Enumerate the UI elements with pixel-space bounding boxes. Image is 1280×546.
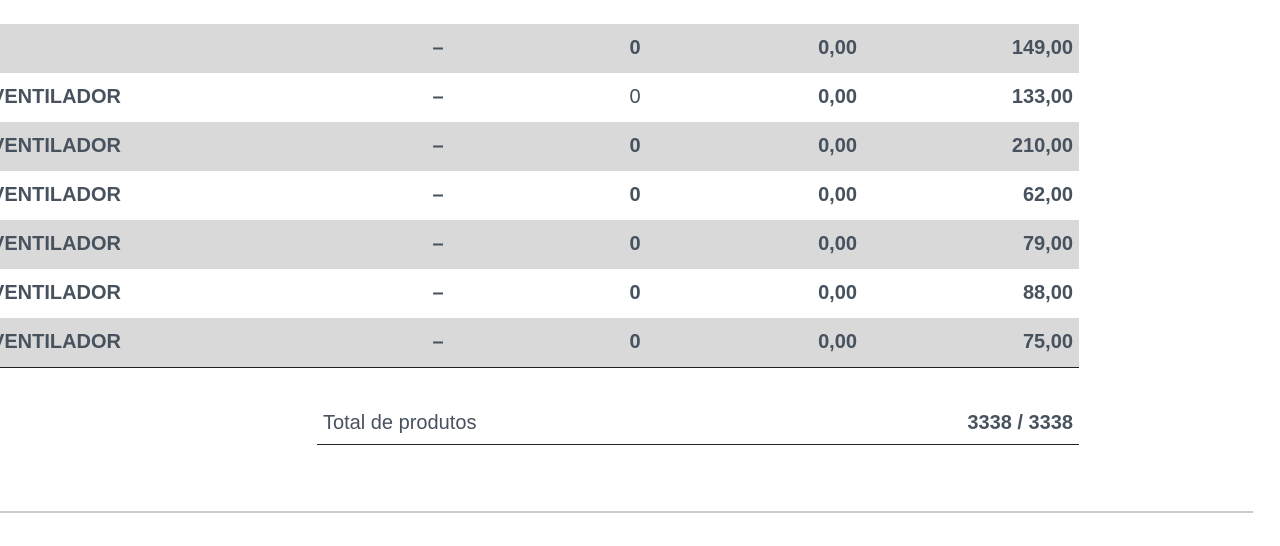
name-cell: VENTILADOR <box>0 184 121 206</box>
total-row: Total de produtos 3338 / 3338 <box>317 404 1079 445</box>
table-row: VENTILADOR – 0 0,00 133,00 <box>0 73 1079 122</box>
price-cell: 88,00 <box>1022 282 1073 304</box>
name-cell: VENTILADOR <box>0 331 121 353</box>
price-cell: 62,00 <box>1022 184 1073 206</box>
name-cell: VENTILADOR <box>0 282 121 304</box>
dash-cell: – <box>432 37 444 59</box>
disc-cell: 0,00 <box>818 282 857 304</box>
qty-cell: 0 <box>629 86 641 108</box>
total-label: Total de produtos <box>323 412 477 434</box>
table-row: VENTILADOR – 0 0,00 88,00 <box>0 269 1079 318</box>
table-row: – 0 0,00 149,00 <box>0 24 1079 73</box>
disc-cell: 0,00 <box>818 37 857 59</box>
disc-cell: 0,00 <box>818 233 857 255</box>
disc-cell: 0,00 <box>818 331 857 353</box>
qty-cell: 0 <box>629 331 641 353</box>
dash-cell: – <box>432 282 444 304</box>
dash-cell: – <box>432 331 444 353</box>
dash-cell: – <box>432 233 444 255</box>
table-row: VENTILADOR – 0 0,00 79,00 <box>0 220 1079 269</box>
table-row: VENTILADOR – 0 0,00 75,00 <box>0 318 1079 367</box>
qty-cell: 0 <box>629 135 641 157</box>
divider <box>0 511 1253 513</box>
price-cell: 75,00 <box>1022 331 1073 353</box>
name-cell: VENTILADOR <box>0 233 121 255</box>
name-cell: VENTILADOR <box>0 135 121 157</box>
name-cell: VENTILADOR <box>0 86 121 108</box>
price-cell: 210,00 <box>1011 135 1073 157</box>
total-value: 3338 / 3338 <box>967 412 1073 434</box>
price-cell: 149,00 <box>1011 37 1073 59</box>
disc-cell: 0,00 <box>818 184 857 206</box>
table-row: VENTILADOR – 0 0,00 210,00 <box>0 122 1079 171</box>
qty-cell: 0 <box>629 233 641 255</box>
price-cell: 133,00 <box>1011 86 1073 108</box>
dash-cell: – <box>432 184 444 206</box>
disc-cell: 0,00 <box>818 86 857 108</box>
price-cell: 79,00 <box>1022 233 1073 255</box>
qty-cell: 0 <box>629 282 641 304</box>
dash-cell: – <box>432 135 444 157</box>
disc-cell: 0,00 <box>818 135 857 157</box>
qty-cell: 0 <box>629 184 641 206</box>
product-table: –0 0,00 149,00 VENTILADOR –0 0,00 133,00 VENTIL… <box>0 24 1079 368</box>
qty-cell: 0 <box>629 37 641 59</box>
dash-cell: – <box>432 86 444 108</box>
table-row: VENTILADOR – 0 0,00 62,00 <box>0 171 1079 220</box>
